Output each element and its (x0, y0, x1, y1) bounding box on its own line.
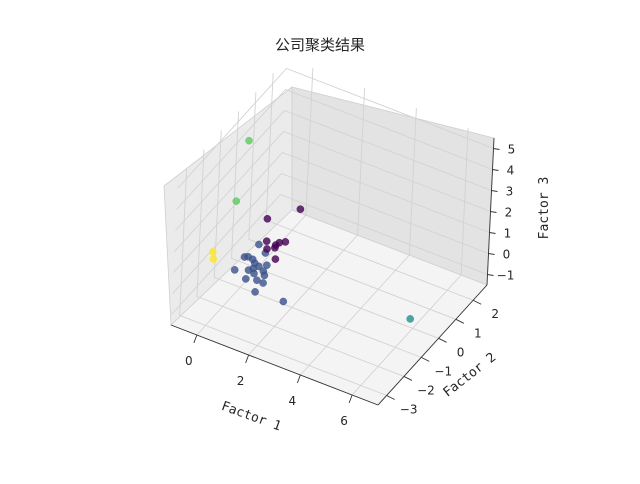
data-point (253, 276, 261, 285)
y-gridline (179, 168, 387, 396)
x-gridline (248, 87, 366, 356)
y-tick (455, 318, 465, 324)
data-point (263, 214, 272, 223)
data-point (271, 255, 280, 263)
z-gridline (171, 193, 488, 315)
data-point (279, 297, 288, 306)
data-point (251, 288, 259, 296)
y-gridline (213, 130, 422, 358)
tick-marks (193, 148, 500, 404)
y-gridline (196, 149, 405, 377)
data-point (296, 205, 305, 213)
z-tick (489, 232, 496, 234)
data-point (262, 261, 271, 270)
z-axis-label: Factor 3 (537, 177, 552, 240)
data-point (250, 269, 258, 278)
data-point (209, 255, 218, 263)
z-gridline (175, 109, 492, 231)
y-tick (403, 376, 413, 381)
y-tick-label: 2 (491, 307, 499, 321)
data-points (208, 136, 415, 323)
x-tick-label: 4 (289, 394, 297, 408)
data-point (262, 237, 271, 245)
z-tick (490, 211, 497, 213)
z-tick (493, 148, 500, 150)
data-point (275, 238, 284, 247)
x-gridline (351, 127, 469, 396)
y-tick-label: 1 (474, 326, 482, 340)
y-tick-label: −2 (417, 383, 435, 397)
y-tick-label: 0 (457, 345, 465, 359)
x-tick-label: 0 (185, 354, 193, 368)
x-tick-label: 2 (237, 374, 245, 388)
z-tick-label: 4 (507, 164, 515, 178)
z-gridline (176, 88, 493, 210)
data-point (232, 197, 241, 205)
z-tick-label: 1 (504, 227, 512, 241)
data-point (406, 315, 415, 323)
z-tick-label: 3 (506, 185, 514, 199)
x-tick (193, 334, 198, 344)
data-point (245, 136, 253, 145)
z-tick-label: −1 (497, 269, 515, 283)
z-tick-label: 2 (505, 206, 513, 220)
y-gridline (248, 92, 457, 320)
x-tick (348, 394, 353, 404)
y-gridline (231, 111, 439, 339)
x-tick (245, 354, 250, 364)
data-point (248, 255, 257, 264)
z-tick (488, 253, 495, 255)
z-tick (492, 169, 499, 171)
x-tick-label: 6 (340, 414, 348, 428)
y-tick-label: −1 (434, 364, 452, 378)
x-gridline (300, 107, 417, 376)
data-point (241, 275, 250, 283)
z-tick (487, 274, 494, 276)
x-tick (296, 374, 301, 384)
y-tick (472, 299, 482, 305)
data-point (263, 245, 271, 253)
z-gridline (177, 67, 494, 189)
data-point (271, 243, 279, 252)
y-tick-label: −3 (400, 402, 418, 416)
z-gridline (174, 130, 491, 252)
chart-title: 公司聚类结果 (275, 36, 365, 54)
x-axis-line (170, 324, 379, 406)
y-tick (421, 356, 430, 362)
z-tick (491, 190, 498, 192)
data-point (260, 271, 269, 280)
grid-lines (171, 67, 494, 396)
data-point (259, 279, 267, 287)
z-gridline (172, 172, 489, 294)
z-tick-label: 5 (508, 143, 516, 157)
data-point (255, 240, 263, 249)
x-gridline (196, 67, 314, 336)
y-tick (386, 395, 395, 400)
z-gridline (173, 151, 490, 273)
y-tick (438, 337, 447, 343)
z-tick-label: 0 (503, 248, 511, 262)
data-point (208, 248, 217, 256)
data-point (230, 266, 239, 274)
y-axis-line (377, 284, 488, 406)
